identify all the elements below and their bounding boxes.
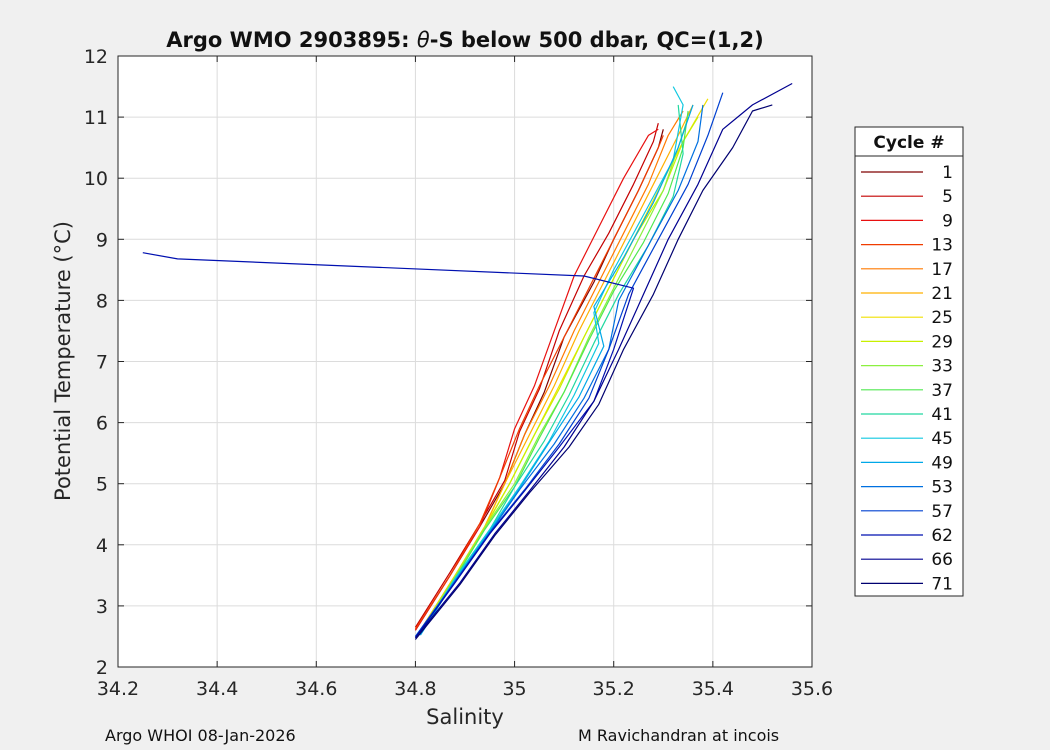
series-line-cycle-9: [414, 128, 659, 631]
x-tick-label: 34.8: [394, 678, 436, 700]
legend-label: 49: [931, 453, 953, 473]
y-tick-label: 7: [96, 352, 108, 374]
legend-box: [854, 126, 964, 597]
legend-label: 41: [931, 405, 953, 425]
legend-label: 5: [942, 187, 953, 207]
legend-label: 71: [931, 574, 953, 594]
chart-title: Argo WMO 2903895: θ-S below 500 dbar, QC…: [166, 28, 763, 52]
legend-label: 45: [931, 429, 953, 449]
legend-label: 66: [931, 550, 953, 570]
y-tick-label: 10: [84, 168, 108, 190]
legend-title: Cycle #: [873, 133, 944, 153]
series-line-cycle-57: [414, 92, 724, 637]
legend-label: 37: [931, 381, 953, 401]
legend-label: 33: [931, 357, 953, 377]
y-tick-label: 8: [96, 290, 108, 312]
series-line-cycle-49: [419, 104, 694, 636]
legend-label: 29: [931, 332, 953, 352]
x-tick-label: 35.4: [692, 678, 734, 700]
x-tick-label: 34.6: [295, 678, 337, 700]
x-tick-label: 35.6: [791, 678, 833, 700]
series-line-cycle-71: [414, 104, 773, 640]
y-tick-label: 2: [96, 657, 108, 679]
footer-right: M Ravichandran at incois: [578, 726, 780, 745]
legend-label: 53: [931, 478, 953, 498]
series-line-cycle-66: [414, 82, 793, 639]
legend-label: 13: [931, 236, 953, 256]
y-tick-label: 11: [84, 107, 108, 129]
y-tick-label: 6: [96, 413, 108, 435]
x-tick-label: 34.4: [196, 678, 238, 700]
legend-label: 25: [931, 308, 953, 328]
y-tick-label: 3: [96, 596, 108, 618]
legend-label: 21: [931, 284, 953, 304]
series-line-cycle-37: [419, 110, 689, 634]
x-axis-label: Salinity: [426, 705, 504, 729]
x-tick-label: 34.2: [97, 678, 139, 700]
series-lines: [142, 82, 793, 640]
legend-label: 1: [942, 163, 953, 183]
y-axis-label: Potential Temperature (°C): [51, 221, 75, 501]
x-tick-label: 35: [502, 678, 526, 700]
series-line-cycle-13: [414, 135, 664, 630]
legend-label: 57: [931, 502, 953, 522]
ticks: 34.2 34.4 34.6 34.8 35 35.2 35.4 35.6 2 3 4 5 6 7 8 9 10…: [84, 46, 833, 700]
legend-entries: 1 5 9 13 17 21 25 29 33 37 41 45 49 53 57 62 66 71: [861, 163, 953, 594]
series-line-cycle-33: [419, 116, 689, 632]
legend: Cycle # 1 5 9 13 17 21 25 29 33 37 41 45 49 53 57 62 66 7…: [854, 126, 964, 597]
legend-label: 9: [942, 211, 953, 231]
legend-label: 17: [931, 260, 953, 280]
y-tick-label: 4: [96, 535, 108, 557]
x-tick-label: 35.2: [593, 678, 635, 700]
footer-left: Argo WHOI 08-Jan-2026: [105, 726, 296, 745]
legend-label: 62: [931, 526, 953, 546]
y-tick-label: 9: [96, 229, 108, 251]
y-tick-label: 12: [84, 46, 108, 68]
y-tick-label: 5: [96, 474, 108, 496]
